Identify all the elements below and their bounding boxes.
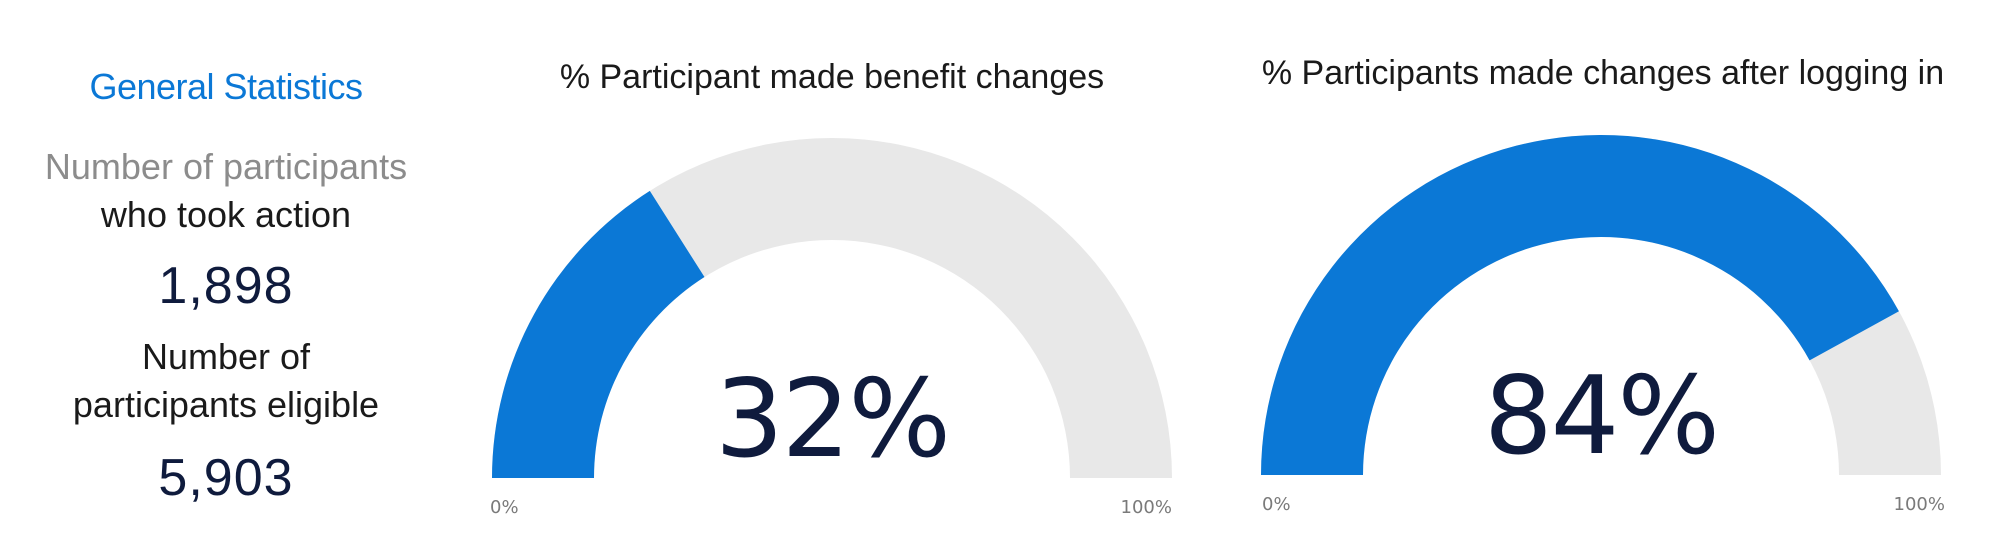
- gauge-max-label: 100%: [1894, 494, 1945, 515]
- took-action-label-line2: who took action: [100, 194, 352, 235]
- gauge-changes-after-login: % Participants made changes after loggin…: [1261, 54, 1945, 515]
- gauge-fill: [1261, 135, 1899, 475]
- general-statistics-panel: General Statistics Number of participant…: [0, 0, 452, 543]
- took-action-value: 1,898: [158, 257, 294, 315]
- eligible-label-line1: Number of: [141, 336, 311, 377]
- eligible-value: 5,903: [158, 449, 294, 507]
- general-statistics-title: General Statistics: [89, 66, 363, 107]
- took-action-label-line1: Number of participants: [44, 146, 408, 187]
- gauge-value-label: 32%: [715, 357, 949, 482]
- gauge-min-label: 0%: [490, 497, 519, 518]
- gauge-fill: [492, 190, 705, 478]
- gauge-max-label: 100%: [1121, 497, 1172, 518]
- gauge-benefit-changes: % Participant made benefit changes 32% 0…: [490, 58, 1172, 518]
- gauge-title: % Participant made benefit changes: [560, 58, 1104, 96]
- eligible-label-line2: participants eligible: [72, 384, 380, 425]
- gauge-title: % Participants made changes after loggin…: [1262, 54, 1944, 92]
- gauge-value-label: 84%: [1484, 354, 1718, 479]
- gauge-min-label: 0%: [1262, 494, 1291, 515]
